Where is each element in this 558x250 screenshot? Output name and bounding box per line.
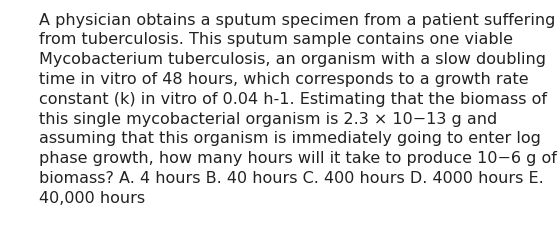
Text: A physician obtains a sputum specimen from a patient suffering from tuberculosis: A physician obtains a sputum specimen fr…: [39, 12, 557, 205]
